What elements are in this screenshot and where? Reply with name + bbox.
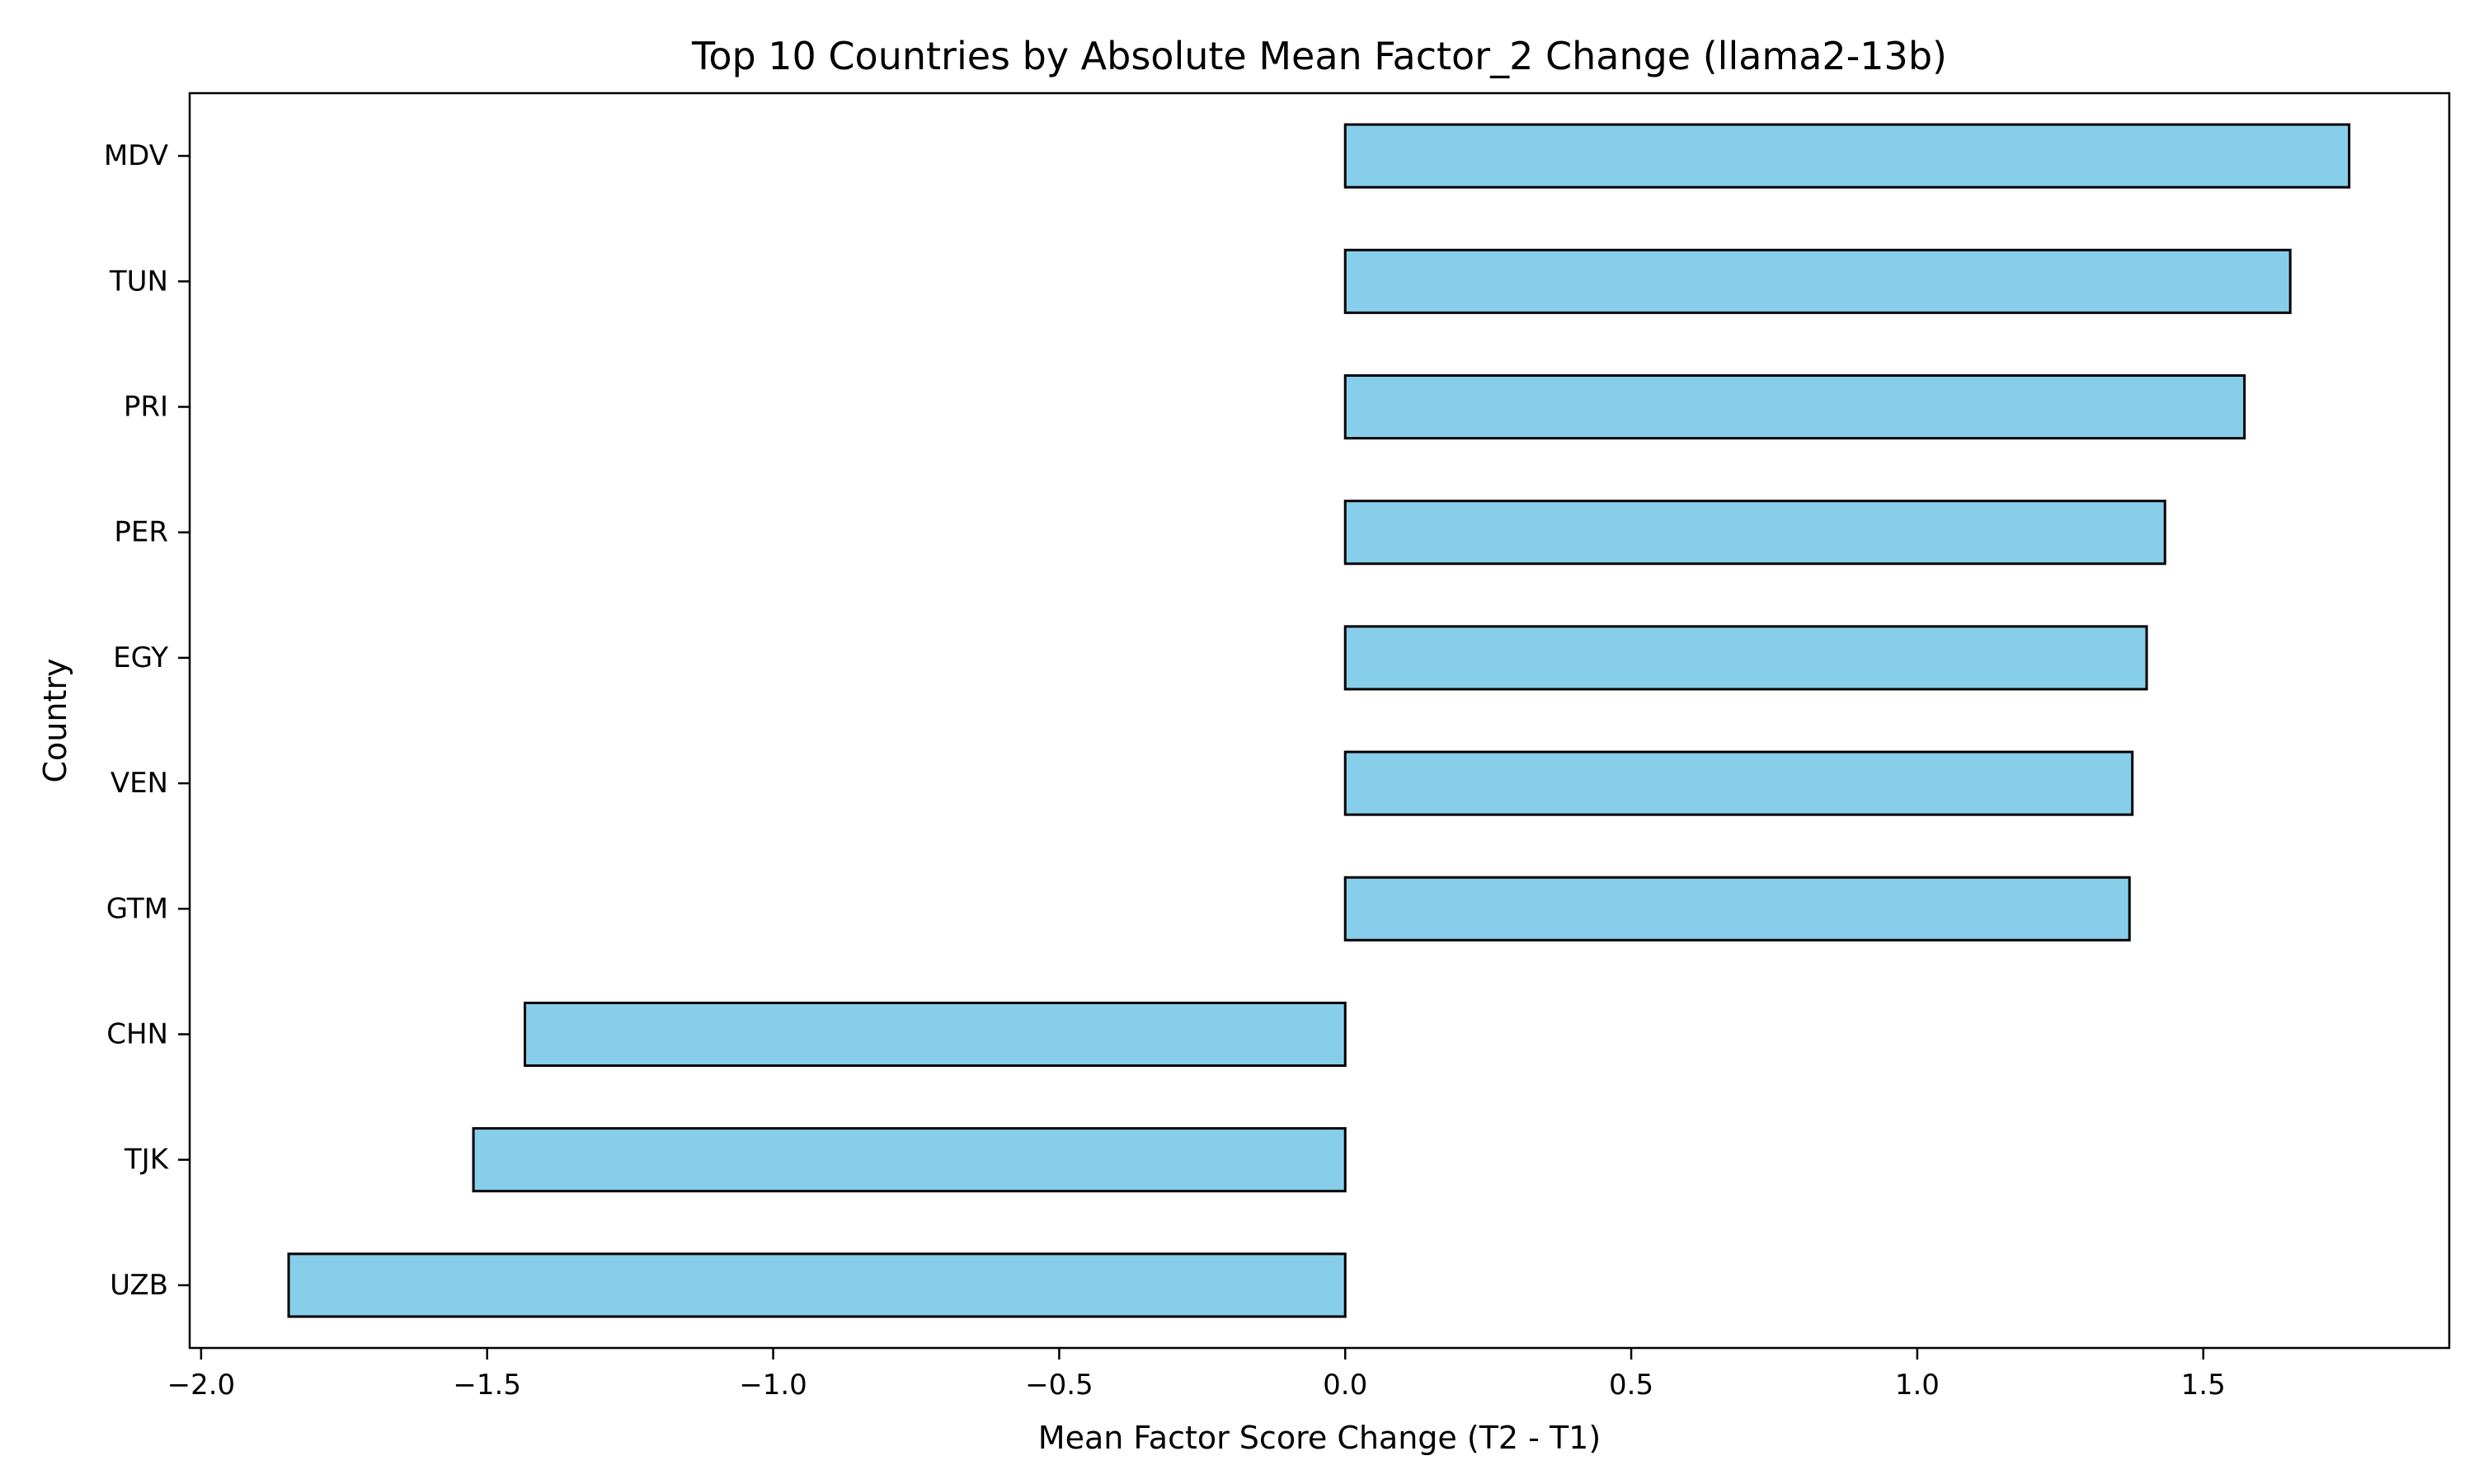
y-tick-label-per: PER — [114, 516, 168, 549]
chart-title: Top 10 Countries by Absolute Mean Factor… — [691, 34, 1947, 78]
y-tick-label-egy: EGY — [113, 641, 168, 674]
x-axis: −2.0 −1.5 −1.0 −0.5 0.0 0.5 1.0 1.5 — [167, 1348, 2226, 1402]
bar-mdv — [1343, 123, 2351, 189]
bar-egy — [1343, 625, 2148, 691]
x-tick-label-2: −1.0 — [739, 1369, 807, 1402]
y-tick-label-tun: TUN — [109, 265, 168, 298]
x-tick-label-0: −2.0 — [167, 1369, 236, 1402]
bar-pri — [1343, 373, 2246, 440]
bars-group — [287, 123, 2351, 1318]
bar-chn — [523, 1001, 1347, 1068]
y-axis-label: Country — [37, 659, 73, 783]
bar-per — [1343, 500, 2166, 566]
bar-tjk — [472, 1127, 1347, 1193]
bar-ven — [1343, 750, 2134, 816]
y-tick-label-ven: VEN — [111, 767, 168, 800]
bar-uzb — [287, 1252, 1347, 1318]
x-tick-label-5: 0.5 — [1609, 1369, 1653, 1402]
y-tick-label-gtm: GTM — [106, 892, 168, 925]
x-axis-label: Mean Factor Score Change (T2 - T1) — [1038, 1420, 1601, 1456]
bar-gtm — [1343, 876, 2131, 942]
y-tick-label-chn: CHN — [106, 1018, 168, 1051]
x-tick-label-3: −0.5 — [1025, 1369, 1094, 1402]
y-tick-label-pri: PRI — [124, 391, 168, 424]
x-tick-label-7: 1.5 — [2181, 1369, 2226, 1402]
plot-frame — [188, 92, 2451, 1350]
y-tick-label-tjk: TJK — [124, 1144, 170, 1176]
y-tick-label-uzb: UZB — [110, 1269, 168, 1302]
x-tick-label-1: −1.5 — [453, 1369, 521, 1402]
x-tick-label-4: 0.0 — [1323, 1369, 1367, 1402]
y-tick-label-mdv: MDV — [104, 139, 168, 172]
y-axis: MDV TUN PRI PER EGY VEN GTM CHN TJK UZB — [104, 139, 190, 1302]
x-tick-label-6: 1.0 — [1895, 1369, 1940, 1402]
bar-tun — [1343, 248, 2292, 314]
